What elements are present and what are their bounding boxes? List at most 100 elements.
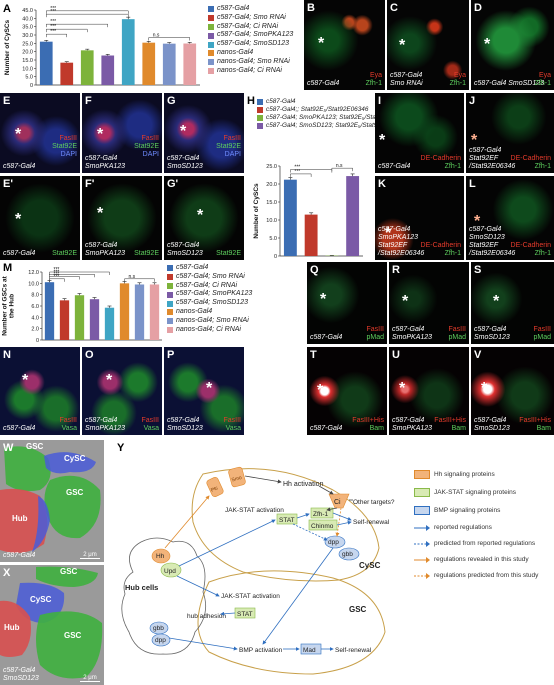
bar [162, 43, 176, 85]
legend-item: regulations revealed in this study [414, 556, 554, 563]
genotype-label: c587-Gal4 SmoSD123 [167, 417, 203, 432]
genotype-label: c587-Gal4 SmoPKA123 [85, 417, 126, 432]
legend-swatch [167, 300, 173, 307]
micrograph-O: O * c587-Gal4 SmoPKA123 FasIII Vasa [82, 347, 162, 435]
legend-item: c587-Gal4; Smo RNAi [208, 14, 308, 23]
channel-1: FasIII [59, 135, 77, 142]
channel-3: DAPI [60, 151, 77, 158]
bar [283, 179, 297, 256]
bmp-swatch [414, 506, 430, 515]
channel-2: Zfh-1 [534, 163, 551, 170]
y-tick-label: 40.0 [22, 16, 33, 22]
hub-asterisk: * [474, 213, 481, 230]
channel-2: Vasa [143, 425, 159, 432]
hub-asterisk: * [317, 382, 324, 399]
micrograph-G-prime: G' * c587-Gal4 SmoSD123 Stat92E [164, 176, 244, 260]
hh-node [151, 548, 171, 564]
panel-letter: O [85, 349, 94, 361]
hub-cells-label: Hub cells [125, 583, 158, 592]
legend-label: nanos-Gal4; Ci RNAi [217, 66, 282, 74]
channel-2: pMad [533, 334, 551, 341]
legend-label: c587-Gal4; Smo RNAi [176, 272, 245, 280]
arrow-stat-to-zfh1 [296, 513, 310, 519]
channel-2: Bam [451, 425, 466, 432]
genotype-label: c587-Gal4 SmoSD123 Stat92EF /Stat92E0634… [469, 226, 516, 257]
channel-1: DE-Cadherin [510, 155, 551, 162]
panel-letter: I [378, 95, 382, 107]
panel-letter: V [474, 349, 482, 361]
y-tick-label: 10.0 [28, 281, 39, 287]
panel-letter: A [3, 3, 11, 15]
panel-letter: G' [167, 178, 179, 190]
channel-label: DE-Cadherin Zfh-1 [511, 242, 551, 258]
significance-label: *** [54, 274, 60, 280]
cell-label-gsc: GSC [64, 631, 82, 640]
legend-text: predicted from reported regulations [434, 540, 536, 547]
micrograph-V: V * c587-Gal4 SmoSD123 FasIII+His Bam [471, 347, 554, 435]
legend-label: nanos-Gal4 [217, 48, 254, 56]
cell-label-gsc: GSC [60, 567, 78, 576]
scale-bar-line [80, 557, 100, 559]
legend-label: c587-Gal4 [217, 5, 250, 12]
y-tick-label: 0 [274, 254, 277, 260]
channel-1: FasIII [223, 135, 241, 142]
bar [74, 295, 85, 340]
legend-item: reported regulations [414, 524, 554, 531]
bar [121, 19, 135, 86]
genotype-label: c587-Gal4 SmoPKA123 Stat92EF /Stat92E063… [378, 226, 425, 257]
significance-bracket [46, 10, 129, 14]
bar [134, 284, 145, 340]
significance-label: *** [50, 19, 56, 25]
panel-letter: T [310, 349, 317, 361]
genotype-label: c587-Gal4 SmoSD123 [167, 155, 203, 170]
legend-swatch [167, 318, 173, 325]
y-axis-label-line: the Hub [9, 294, 16, 318]
y-tick-label: 20.0 [266, 182, 277, 188]
ptc-receptor [206, 476, 224, 498]
arrow-stat-to-dpp [292, 523, 328, 541]
arrow-upd-to-jakstat-gsc [176, 575, 220, 597]
y-tick-label: 25.0 [22, 41, 33, 47]
smo-label: Smo [231, 475, 243, 484]
legend-swatch [257, 115, 263, 121]
significance-bracket [46, 13, 129, 18]
channel-1: FasIII [223, 417, 241, 424]
channel-label: FasIII Vasa [141, 417, 159, 433]
genotype-label: c587-Gal4 Stat92EF /Stat92E06346 [469, 147, 516, 170]
y-tick-label: 45.0 [22, 8, 33, 14]
hub-asterisk: * [402, 293, 409, 310]
genotype-label: c587-Gal4 SmoPKA123 [85, 155, 126, 170]
micrograph-Q: Q * c587-Gal4 FasIII pMad [307, 262, 387, 344]
legend-item: nanos-Gal4; Smo RNAi [208, 58, 308, 67]
zfh1-label: Zfh-1 [313, 511, 329, 518]
arrow-upd-to-stat [178, 519, 276, 567]
channel-2: Zfh-1 [444, 163, 461, 170]
legend-item: nanos-Gal4 [208, 49, 308, 58]
micrograph-E: E * c587-Gal4 FasIII Stat92E DAPI [0, 93, 80, 173]
micrograph-T: T * c587-Gal4 FasIII+His Bam [307, 347, 387, 435]
panel-letter: X [3, 567, 11, 579]
significance-bracket [46, 23, 108, 28]
channel-2: Stat92E [52, 250, 77, 257]
micrograph-N: N * c587-Gal4 FasIII Vasa [0, 347, 80, 435]
legend-text: JAK-STAT signaling proteins [434, 489, 517, 496]
arrow-hub-bmp-to-bmp-activation [168, 637, 238, 651]
hh-label: Hh [156, 553, 165, 560]
micrograph-I: I * c587-Gal4 DE-Cadherin Zfh-1 [375, 93, 464, 173]
channel-1: FasIII+His [352, 417, 384, 424]
bar [60, 62, 74, 85]
channel-label: Stat92E [134, 250, 159, 258]
significance-bracket [46, 28, 88, 33]
y-tick-label: 5.0 [25, 75, 33, 81]
legend-item: c587-Gal4; SmoPKA123 [208, 31, 308, 40]
channel-1: FasIII+His [434, 417, 466, 424]
scale-bar-label: 2 μm [83, 551, 97, 558]
y-axis-label: Number of CySCs [4, 19, 11, 75]
arrow-hh-to-smo [164, 495, 210, 549]
panel-letter: Q [310, 264, 319, 276]
channel-label: FasIII Vasa [223, 417, 241, 433]
legend-swatch [167, 291, 173, 298]
legend-item: nanos-Gal4; Smo RNAi [167, 317, 267, 326]
panel-letter: Y [117, 442, 125, 454]
panel-letter: C [390, 2, 398, 14]
